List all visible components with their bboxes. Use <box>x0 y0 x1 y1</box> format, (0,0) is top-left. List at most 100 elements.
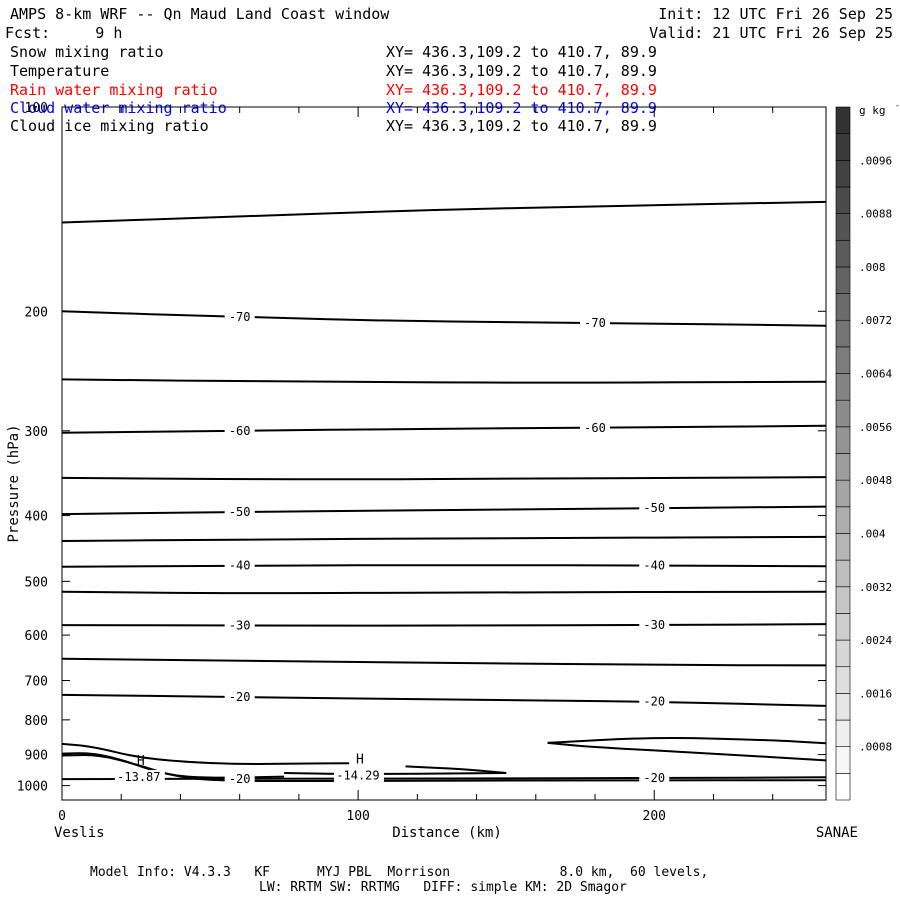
colorbar-tick-label: .0024 <box>859 634 892 647</box>
colorbar-bin <box>835 693 851 721</box>
contour-line <box>61 590 827 595</box>
colorbar-unit-exponent: -1 <box>895 101 900 110</box>
colorbar-bin <box>835 239 851 268</box>
extremum-value-bg <box>114 769 165 784</box>
field-name-cloud-ice: Cloud ice mixing ratio <box>10 117 209 135</box>
x-axis-label: Distance (km) <box>392 825 502 841</box>
valid-time: Valid: 21 UTC Fri 26 Sep 25 <box>649 24 893 42</box>
colorbar-bin <box>835 266 851 294</box>
colorbar: .0008 .0016 .0024 .0032 .004 .0048 .0056 .0064.… <box>835 101 900 801</box>
contour-label-bg <box>639 770 670 787</box>
plot-border <box>61 106 827 801</box>
contour-line <box>61 693 827 707</box>
colorbar-tick-label: .0072 <box>859 314 892 327</box>
contour-line <box>405 765 507 774</box>
extremum-value: -13.87 <box>117 770 160 784</box>
colorbar-bin <box>835 773 851 801</box>
colorbar-bin <box>835 479 851 508</box>
colorbar-tick-label: .0016 <box>859 687 892 700</box>
colorbar-bin <box>835 426 851 454</box>
contour-label: -50 <box>643 501 665 515</box>
x-start-location: Veslis <box>54 825 105 841</box>
x-end-location: SANAE <box>816 825 858 841</box>
y-tick-label: 600 <box>25 629 48 644</box>
colorbar-tick-label: .0032 <box>859 581 892 594</box>
contour-line <box>547 737 827 745</box>
colorbar-bin <box>835 160 851 188</box>
contour-label: -30 <box>229 619 251 633</box>
field-xy-cloud-ice: XY= 436.3,109.2 to 410.7, 89.9 <box>386 117 657 135</box>
contour-label-bg <box>224 557 255 574</box>
contour-line <box>61 505 827 516</box>
contour-line <box>61 200 827 224</box>
contour-line <box>61 742 350 765</box>
contour-line <box>61 623 827 627</box>
contour-line <box>61 378 827 384</box>
plot-frame <box>61 106 827 801</box>
contour-label-bg <box>580 419 611 436</box>
colorbar-bin <box>835 613 851 641</box>
colorbar-tick-label: .0088 <box>859 208 892 221</box>
colorbar-bin <box>835 293 851 321</box>
contour-label-bg <box>639 500 670 517</box>
contour-label-bg <box>224 688 255 705</box>
contour-line <box>61 535 827 542</box>
colorbar-bin <box>835 399 851 428</box>
y-tick-label: 800 <box>25 714 48 729</box>
x-tick-label: 100 <box>346 809 369 824</box>
colorbar-bin <box>835 453 851 481</box>
contour-label: -20 <box>643 771 665 785</box>
contour-line <box>61 476 827 481</box>
colorbar-bin <box>835 373 851 401</box>
contour-label-bg <box>224 422 255 439</box>
y-tick-label: 400 <box>25 510 48 525</box>
colorbar-bin <box>835 346 851 374</box>
y-tick-label: 1000 <box>17 780 48 795</box>
contour-label-bg <box>224 503 255 520</box>
contour-labels: -70 -70 -60 -60 -50 -50 -40 -40 -30 -30 -20 -20 -20 -… <box>224 309 670 787</box>
field-xy-rain: XY= 436.3,109.2 to 410.7, 89.9 <box>386 81 657 99</box>
contour-label: -50 <box>229 505 251 519</box>
contour-line <box>61 657 827 667</box>
y-tick-label: 500 <box>25 575 48 590</box>
colorbar-tick-label: .0056 <box>859 421 892 434</box>
contour-label: -70 <box>229 310 251 324</box>
field-xy-snow: XY= 436.3,109.2 to 410.7, 89.9 <box>386 43 657 61</box>
colorbar-bin <box>835 666 851 694</box>
extremum-value: -14.29 <box>336 768 379 782</box>
contour-label-bg <box>639 693 670 710</box>
axis-ticks: 100 200 300 400 500 600 700 800 900 1000 0 100 200 <box>17 101 826 824</box>
contour-label: -70 <box>584 316 606 330</box>
colorbar-tick-label: .0008 <box>859 741 892 754</box>
axis-labels: Distance (km) Pressure (hPa) Veslis SANAE <box>6 424 858 841</box>
colorbar-tick-label: .0096 <box>859 154 892 167</box>
contour-label: -60 <box>229 424 251 438</box>
contour-label: -30 <box>643 618 665 632</box>
colorbar-bin <box>835 533 851 561</box>
y-tick-label: 300 <box>25 425 48 440</box>
x-tick-label: 0 <box>58 809 66 824</box>
colorbar-bin <box>835 719 851 747</box>
colorbar-tick-label: .004 <box>859 527 886 540</box>
contour-label-bg <box>639 557 670 574</box>
extrema-markers: H-13.87H-14.29 <box>114 752 384 784</box>
contour-line <box>61 776 827 781</box>
colorbar-bin <box>835 746 851 774</box>
contour-label: -60 <box>584 421 606 435</box>
colorbar-bin <box>835 133 851 161</box>
model-physics: LW: RRTM SW: RRTMG DIFF: simple KM: 2D S… <box>259 880 627 895</box>
x-tick-label: 200 <box>643 809 666 824</box>
forecast-hour: Fcst: 9 h <box>5 24 123 42</box>
colorbar-bin <box>835 319 851 348</box>
contour-label-bg <box>639 617 670 634</box>
init-time: Init: 12 UTC Fri 26 Sep 25 <box>658 5 893 23</box>
contour-label: -20 <box>229 690 251 704</box>
colorbar-tick-label: .0048 <box>859 474 892 487</box>
field-name-temperature: Temperature <box>10 62 110 80</box>
y-tick-label: 200 <box>25 305 48 320</box>
contour-line <box>284 772 507 775</box>
y-axis-label: Pressure (hPa) <box>6 424 22 542</box>
colorbar-unit-label: g kg <box>859 104 886 117</box>
colorbar-bin <box>835 106 851 134</box>
high-marker: H <box>137 754 145 769</box>
